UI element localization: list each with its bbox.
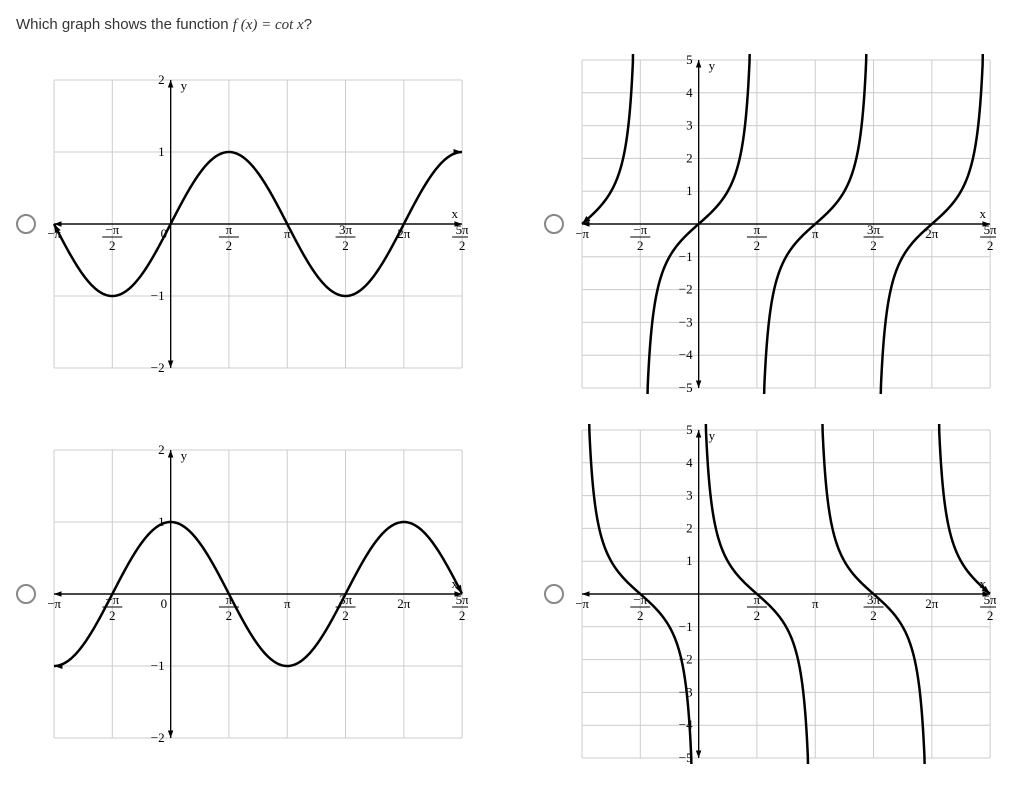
question-text: Which graph shows the function f (x) = c… [16, 16, 1011, 34]
svg-text:−1: −1 [151, 288, 165, 303]
svg-text:2: 2 [686, 150, 693, 165]
svg-text:2: 2 [686, 520, 693, 535]
svg-text:y: y [708, 428, 715, 443]
svg-text:5π: 5π [456, 222, 468, 237]
radio-d[interactable] [544, 584, 564, 604]
svg-text:2: 2 [986, 238, 993, 253]
svg-text:1: 1 [686, 183, 693, 198]
svg-text:2: 2 [158, 444, 165, 457]
svg-text:2: 2 [109, 238, 116, 253]
option-d[interactable]: yx−π−π2π2π3π22π5π2−5−4−3−2−112345 [544, 424, 1012, 764]
svg-text:−3: −3 [678, 314, 692, 329]
svg-text:2: 2 [109, 608, 116, 623]
svg-text:π: π [811, 226, 818, 241]
graph-b: yx−π−π2π2π3π22π5π2−5−4−3−2−112345 [576, 54, 996, 394]
svg-text:2: 2 [459, 238, 466, 253]
svg-text:5π: 5π [983, 222, 995, 237]
option-b[interactable]: yx−π−π2π2π3π22π5π2−5−4−3−2−112345 [544, 54, 1012, 394]
svg-text:2: 2 [459, 608, 466, 623]
svg-text:−2: −2 [151, 360, 165, 374]
svg-text:−4: −4 [678, 347, 692, 362]
svg-text:2: 2 [986, 608, 993, 623]
svg-text:−2: −2 [151, 730, 165, 744]
svg-text:2: 2 [753, 608, 760, 623]
options-grid: yx−π−π20π2π3π22π5π2−2−112 yx−π−π2π2π3π22… [16, 54, 1011, 764]
svg-text:5π: 5π [983, 592, 995, 607]
graph-a: yx−π−π20π2π3π22π5π2−2−112 [48, 74, 468, 374]
svg-text:2: 2 [342, 608, 349, 623]
svg-text:3: 3 [686, 118, 693, 133]
graph-c: yx−π−π20π2π3π22π5π2−2−112 [48, 444, 468, 744]
svg-text:5π: 5π [456, 592, 468, 607]
svg-text:−π: −π [105, 222, 119, 237]
svg-text:x: x [979, 206, 986, 221]
svg-text:2: 2 [342, 238, 349, 253]
svg-text:0: 0 [161, 596, 168, 611]
svg-text:π: π [284, 596, 291, 611]
svg-text:2: 2 [870, 608, 877, 623]
svg-text:2: 2 [226, 608, 233, 623]
svg-text:−π: −π [576, 226, 589, 241]
svg-text:1: 1 [686, 553, 693, 568]
svg-text:3π: 3π [339, 222, 353, 237]
option-c[interactable]: yx−π−π20π2π3π22π5π2−2−112 [16, 424, 484, 764]
svg-text:y: y [181, 448, 188, 463]
svg-text:x: x [452, 206, 459, 221]
svg-text:π: π [226, 222, 233, 237]
radio-a[interactable] [16, 214, 36, 234]
svg-text:2: 2 [637, 238, 644, 253]
svg-text:−1: −1 [151, 658, 165, 673]
svg-text:−π: −π [48, 596, 61, 611]
svg-text:−π: −π [576, 596, 589, 611]
svg-text:2: 2 [637, 608, 644, 623]
svg-text:4: 4 [686, 455, 693, 470]
svg-text:−π: −π [633, 222, 647, 237]
svg-text:π: π [753, 222, 760, 237]
svg-text:y: y [708, 58, 715, 73]
svg-text:3π: 3π [866, 222, 880, 237]
svg-text:−1: −1 [678, 619, 692, 634]
svg-text:5: 5 [686, 424, 693, 437]
svg-text:3: 3 [686, 488, 693, 503]
svg-text:5: 5 [686, 54, 693, 67]
svg-text:−5: −5 [678, 380, 692, 394]
svg-text:2π: 2π [397, 596, 411, 611]
svg-text:4: 4 [686, 85, 693, 100]
question-fn: f (x) = cot x [233, 17, 304, 33]
svg-text:2: 2 [226, 238, 233, 253]
svg-text:2: 2 [753, 238, 760, 253]
svg-text:2: 2 [870, 238, 877, 253]
svg-text:−1: −1 [678, 249, 692, 264]
graph-d: yx−π−π2π2π3π22π5π2−5−4−3−2−112345 [576, 424, 996, 764]
svg-text:2: 2 [158, 74, 165, 87]
svg-text:π: π [811, 596, 818, 611]
svg-text:y: y [181, 78, 188, 93]
svg-text:−2: −2 [678, 282, 692, 297]
svg-text:1: 1 [158, 144, 165, 159]
option-a[interactable]: yx−π−π20π2π3π22π5π2−2−112 [16, 54, 484, 394]
radio-c[interactable] [16, 584, 36, 604]
svg-text:2π: 2π [925, 596, 939, 611]
radio-b[interactable] [544, 214, 564, 234]
